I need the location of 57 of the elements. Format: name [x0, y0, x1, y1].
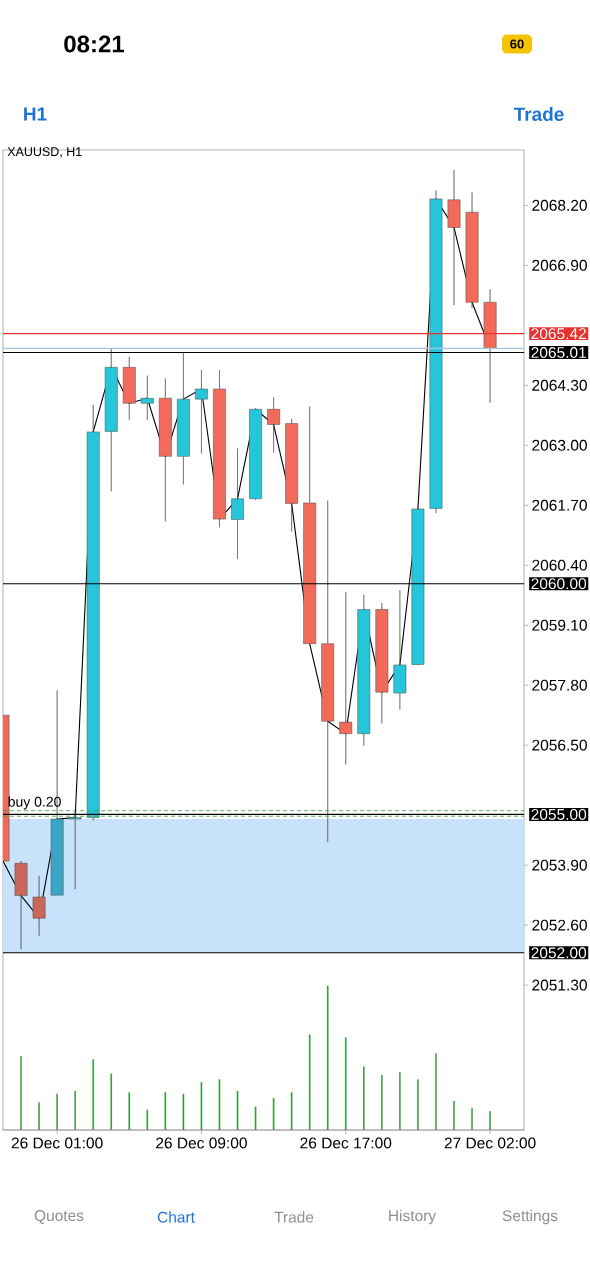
candlestick [285, 418, 299, 532]
candlestick [393, 589, 407, 710]
ref-line-label: 2060.00 [531, 578, 587, 590]
y-tick-label: 2051.30 [532, 979, 587, 991]
x-tick-label: 26 Dec 09:00 [156, 1137, 247, 1149]
candlestick [213, 369, 226, 528]
candlestick [447, 169, 461, 306]
candlestick [267, 397, 280, 453]
y-tick-label: 2063.00 [532, 439, 587, 451]
candlestick [303, 406, 317, 645]
text: Trade [274, 1211, 314, 1223]
text: Quotes [34, 1210, 84, 1224]
text: Chart [157, 1211, 195, 1223]
y-tick-label: 2066.90 [532, 259, 587, 271]
candlestick [357, 594, 371, 746]
candlestick [195, 369, 208, 454]
candlestick [483, 289, 497, 404]
candlestick [465, 192, 479, 309]
x-tick-label: 26 Dec 01:00 [11, 1137, 103, 1149]
text: 60 [510, 39, 524, 49]
text: History [389, 1209, 437, 1225]
ref-line-label: 2052.00 [531, 947, 587, 959]
text: Trade [513, 107, 564, 121]
candlestick [411, 507, 425, 666]
ref-line-label: 2065.42 [531, 328, 586, 340]
candlestick [231, 448, 244, 560]
y-tick-label: 2068.20 [532, 199, 587, 211]
candlestick [122, 356, 136, 421]
y-tick-label: 2057.80 [532, 679, 587, 691]
candlestick [429, 190, 443, 514]
chart-title: XAUUSD, H1 [7, 147, 82, 158]
text: Settings [502, 1209, 558, 1225]
y-tick-label: 2064.30 [532, 379, 587, 391]
y-tick-label: 2052.60 [532, 919, 587, 931]
ref-line-label: 2055.00 [531, 808, 587, 820]
ref-line-label: 2065.01 [531, 347, 586, 359]
y-tick-label: 2060.40 [532, 559, 587, 571]
candlestick [140, 375, 154, 421]
text: H1 [24, 107, 47, 121]
x-tick-label: 26 Dec 17:00 [300, 1137, 392, 1149]
candlestick [86, 404, 100, 821]
candlestick [249, 408, 262, 500]
candlestick [68, 811, 82, 890]
candlestick [32, 875, 46, 936]
y-tick-label: 2059.10 [532, 619, 587, 631]
x-tick-label: 27 Dec 02:00 [444, 1137, 536, 1149]
text: 08:21 [64, 35, 125, 53]
y-tick-label: 2061.70 [532, 499, 587, 511]
candlestick [321, 500, 335, 843]
y-tick-label: 2056.50 [532, 739, 587, 751]
candlestick [104, 348, 118, 492]
candlestick [339, 591, 353, 765]
candlestick [375, 602, 389, 724]
candlestick [158, 378, 172, 522]
candlestick [14, 860, 28, 950]
y-tick-label: 2053.90 [532, 859, 587, 871]
candlestick [177, 352, 190, 485]
